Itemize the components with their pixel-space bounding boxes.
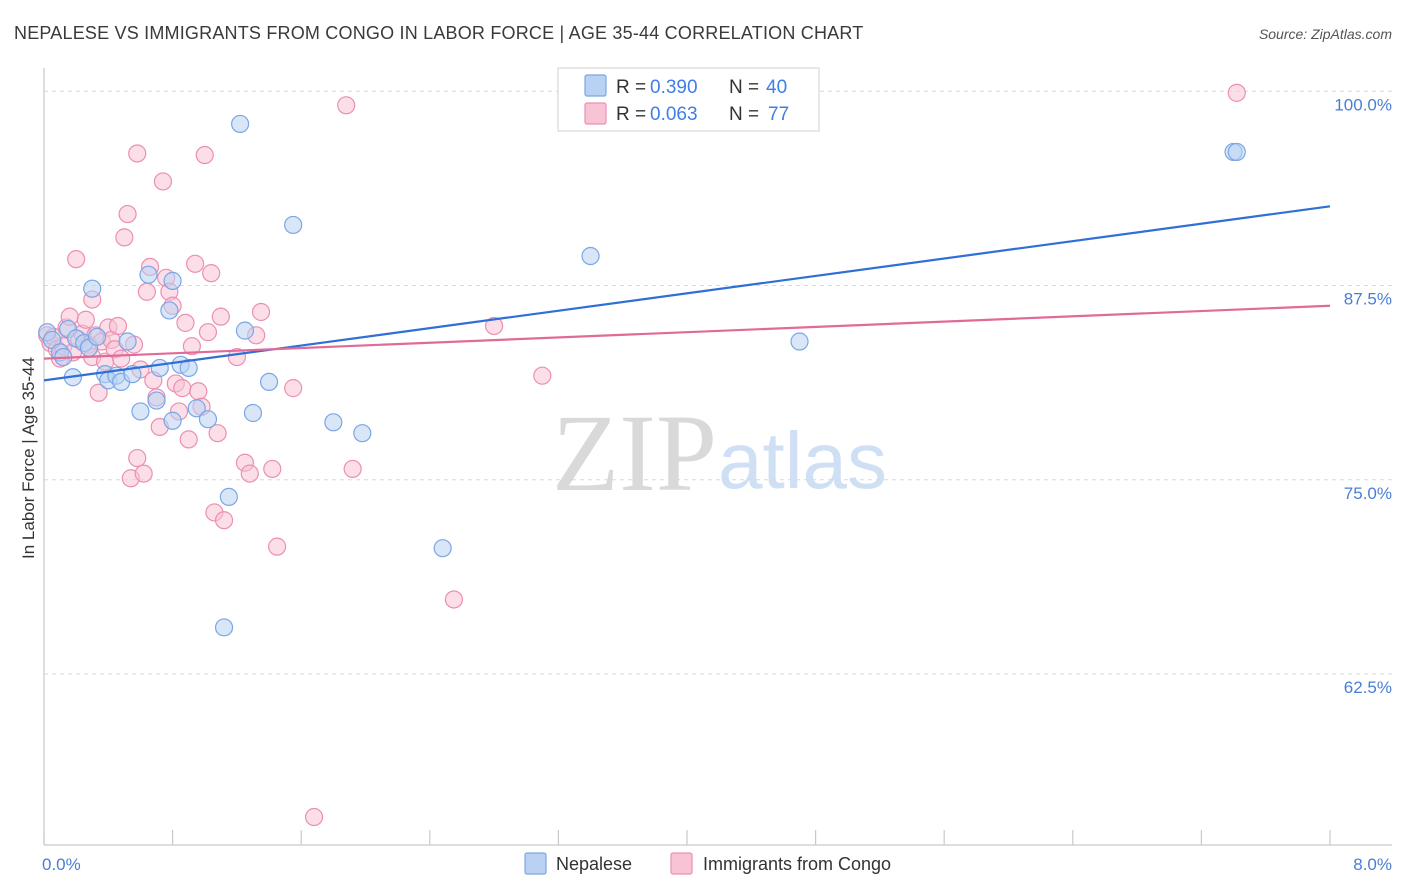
congo-point-57 (214, 511, 234, 530)
legend-n-value-nepalese: 40 (766, 77, 787, 98)
congo-point-72 (1227, 83, 1246, 102)
nepalese-point-38 (581, 246, 600, 266)
congo-point-33 (137, 282, 156, 301)
legend-n-value-congo: 77 (768, 104, 789, 125)
series-nepalese-points (38, 114, 1246, 637)
watermark-atlas: atlas (718, 416, 887, 505)
y-tick-label-0: 62.5% (1344, 678, 1392, 697)
congo-point-30 (128, 448, 147, 468)
chart-source: Source: ZipAtlas.com (1259, 26, 1392, 42)
nepalese-point-37 (433, 539, 452, 558)
y-axis-label: In Labor Force | Age 35-44 (19, 357, 38, 559)
congo-point-56 (211, 307, 230, 326)
legend-n-label-congo: N = (729, 104, 759, 125)
legend-r-label-congo: R = (616, 104, 646, 125)
congo-point-49 (189, 382, 208, 401)
congo-point-71 (533, 366, 552, 385)
nepalese-point-20 (150, 358, 169, 378)
congo-point-26 (118, 204, 137, 224)
nepalese-point-39 (790, 332, 809, 351)
nepalese-point-35 (324, 413, 343, 432)
congo-point-29 (128, 144, 147, 163)
nepalese-point-36 (353, 424, 372, 443)
legend-n-label-nepalese: N = (729, 77, 759, 98)
chart-title: NEPALESE VS IMMIGRANTS FROM CONGO IN LAB… (14, 23, 863, 43)
congo-point-25 (115, 228, 134, 247)
congo-point-63 (263, 459, 282, 479)
congo-point-68 (343, 459, 362, 479)
x-tick-label-start: 0.0% (42, 855, 81, 874)
congo-point-17 (89, 383, 108, 402)
congo-point-47 (182, 337, 201, 356)
bottom-legend-label-congo: Immigrants from Congo (703, 854, 891, 874)
congo-point-38 (153, 172, 173, 191)
legend-r-label-nepalese: R = (616, 77, 646, 98)
congo-point-60 (240, 464, 259, 483)
nepalese-point-31 (235, 321, 255, 340)
nepalese-point-23 (163, 271, 182, 290)
nepalese-point-9 (83, 279, 102, 298)
x-axis-ticks (43, 830, 1331, 845)
nepalese-point-18 (139, 265, 158, 284)
nepalese-point-28 (214, 618, 234, 637)
congo-point-53 (202, 264, 221, 283)
correlation-legend: R = 0.390 N = 40 R = 0.063 N = 77 (557, 67, 820, 132)
congo-point-44 (173, 379, 192, 398)
grid-lines (44, 90, 1392, 675)
congo-point-69 (444, 590, 464, 609)
watermark: ZIP atlas (552, 392, 887, 514)
nepalese-point-21 (160, 301, 179, 320)
nepalese-point-33 (259, 372, 279, 392)
y-tick-labels: 62.5% 75.0% 87.5% 100.0% (1334, 95, 1392, 697)
nepalese-point-22 (163, 411, 182, 430)
congo-point-12 (76, 310, 95, 329)
congo-point-62 (251, 302, 271, 322)
legend-r-value-nepalese: 0.390 (650, 77, 698, 98)
nepalese-point-19 (147, 391, 166, 410)
legend-swatch-nepalese (584, 74, 607, 97)
congo-point-67 (337, 96, 356, 115)
nepalese-point-27 (198, 410, 218, 429)
congo-point-23 (108, 316, 128, 336)
congo-point-32 (134, 464, 153, 483)
trend-line-congo (43, 304, 1331, 360)
bottom-legend-swatch-congo (670, 852, 693, 875)
congo-point-9 (67, 250, 86, 269)
y-tick-label-2: 87.5% (1344, 290, 1392, 309)
nepalese-point-25 (179, 358, 198, 378)
nepalese-point-30 (231, 114, 250, 134)
congo-point-46 (179, 430, 198, 449)
congo-point-45 (176, 313, 195, 332)
nepalese-point-26 (187, 399, 206, 418)
trend-line-nepalese (43, 205, 1331, 382)
legend-r-value-congo: 0.063 (650, 104, 698, 125)
watermark-zip: ZIP (552, 392, 717, 514)
nepalese-point-34 (284, 215, 303, 235)
bottom-legend-label-nepalese: Nepalese (556, 854, 632, 874)
congo-point-55 (208, 424, 227, 443)
series-legend: Nepalese Immigrants from Congo (524, 852, 891, 875)
nepalese-point-41 (1227, 142, 1246, 162)
y-tick-label-3: 100.0% (1334, 95, 1392, 114)
congo-point-70 (485, 316, 504, 336)
congo-point-52 (198, 323, 218, 342)
nepalese-point-32 (243, 403, 263, 423)
congo-point-65 (284, 379, 303, 398)
x-tick-label-end: 8.0% (1353, 855, 1392, 874)
nepalese-point-10 (87, 327, 107, 346)
congo-point-48 (186, 254, 205, 273)
nepalese-point-29 (219, 487, 238, 507)
y-tick-label-1: 75.0% (1344, 484, 1392, 503)
legend-swatch-congo (584, 102, 607, 125)
congo-point-24 (112, 349, 131, 368)
congo-point-64 (267, 537, 287, 556)
congo-point-51 (195, 145, 214, 165)
nepalese-point-17 (131, 402, 150, 421)
congo-point-66 (304, 807, 324, 827)
bottom-legend-swatch-nepalese (524, 852, 547, 875)
nepalese-point-15 (118, 332, 137, 351)
